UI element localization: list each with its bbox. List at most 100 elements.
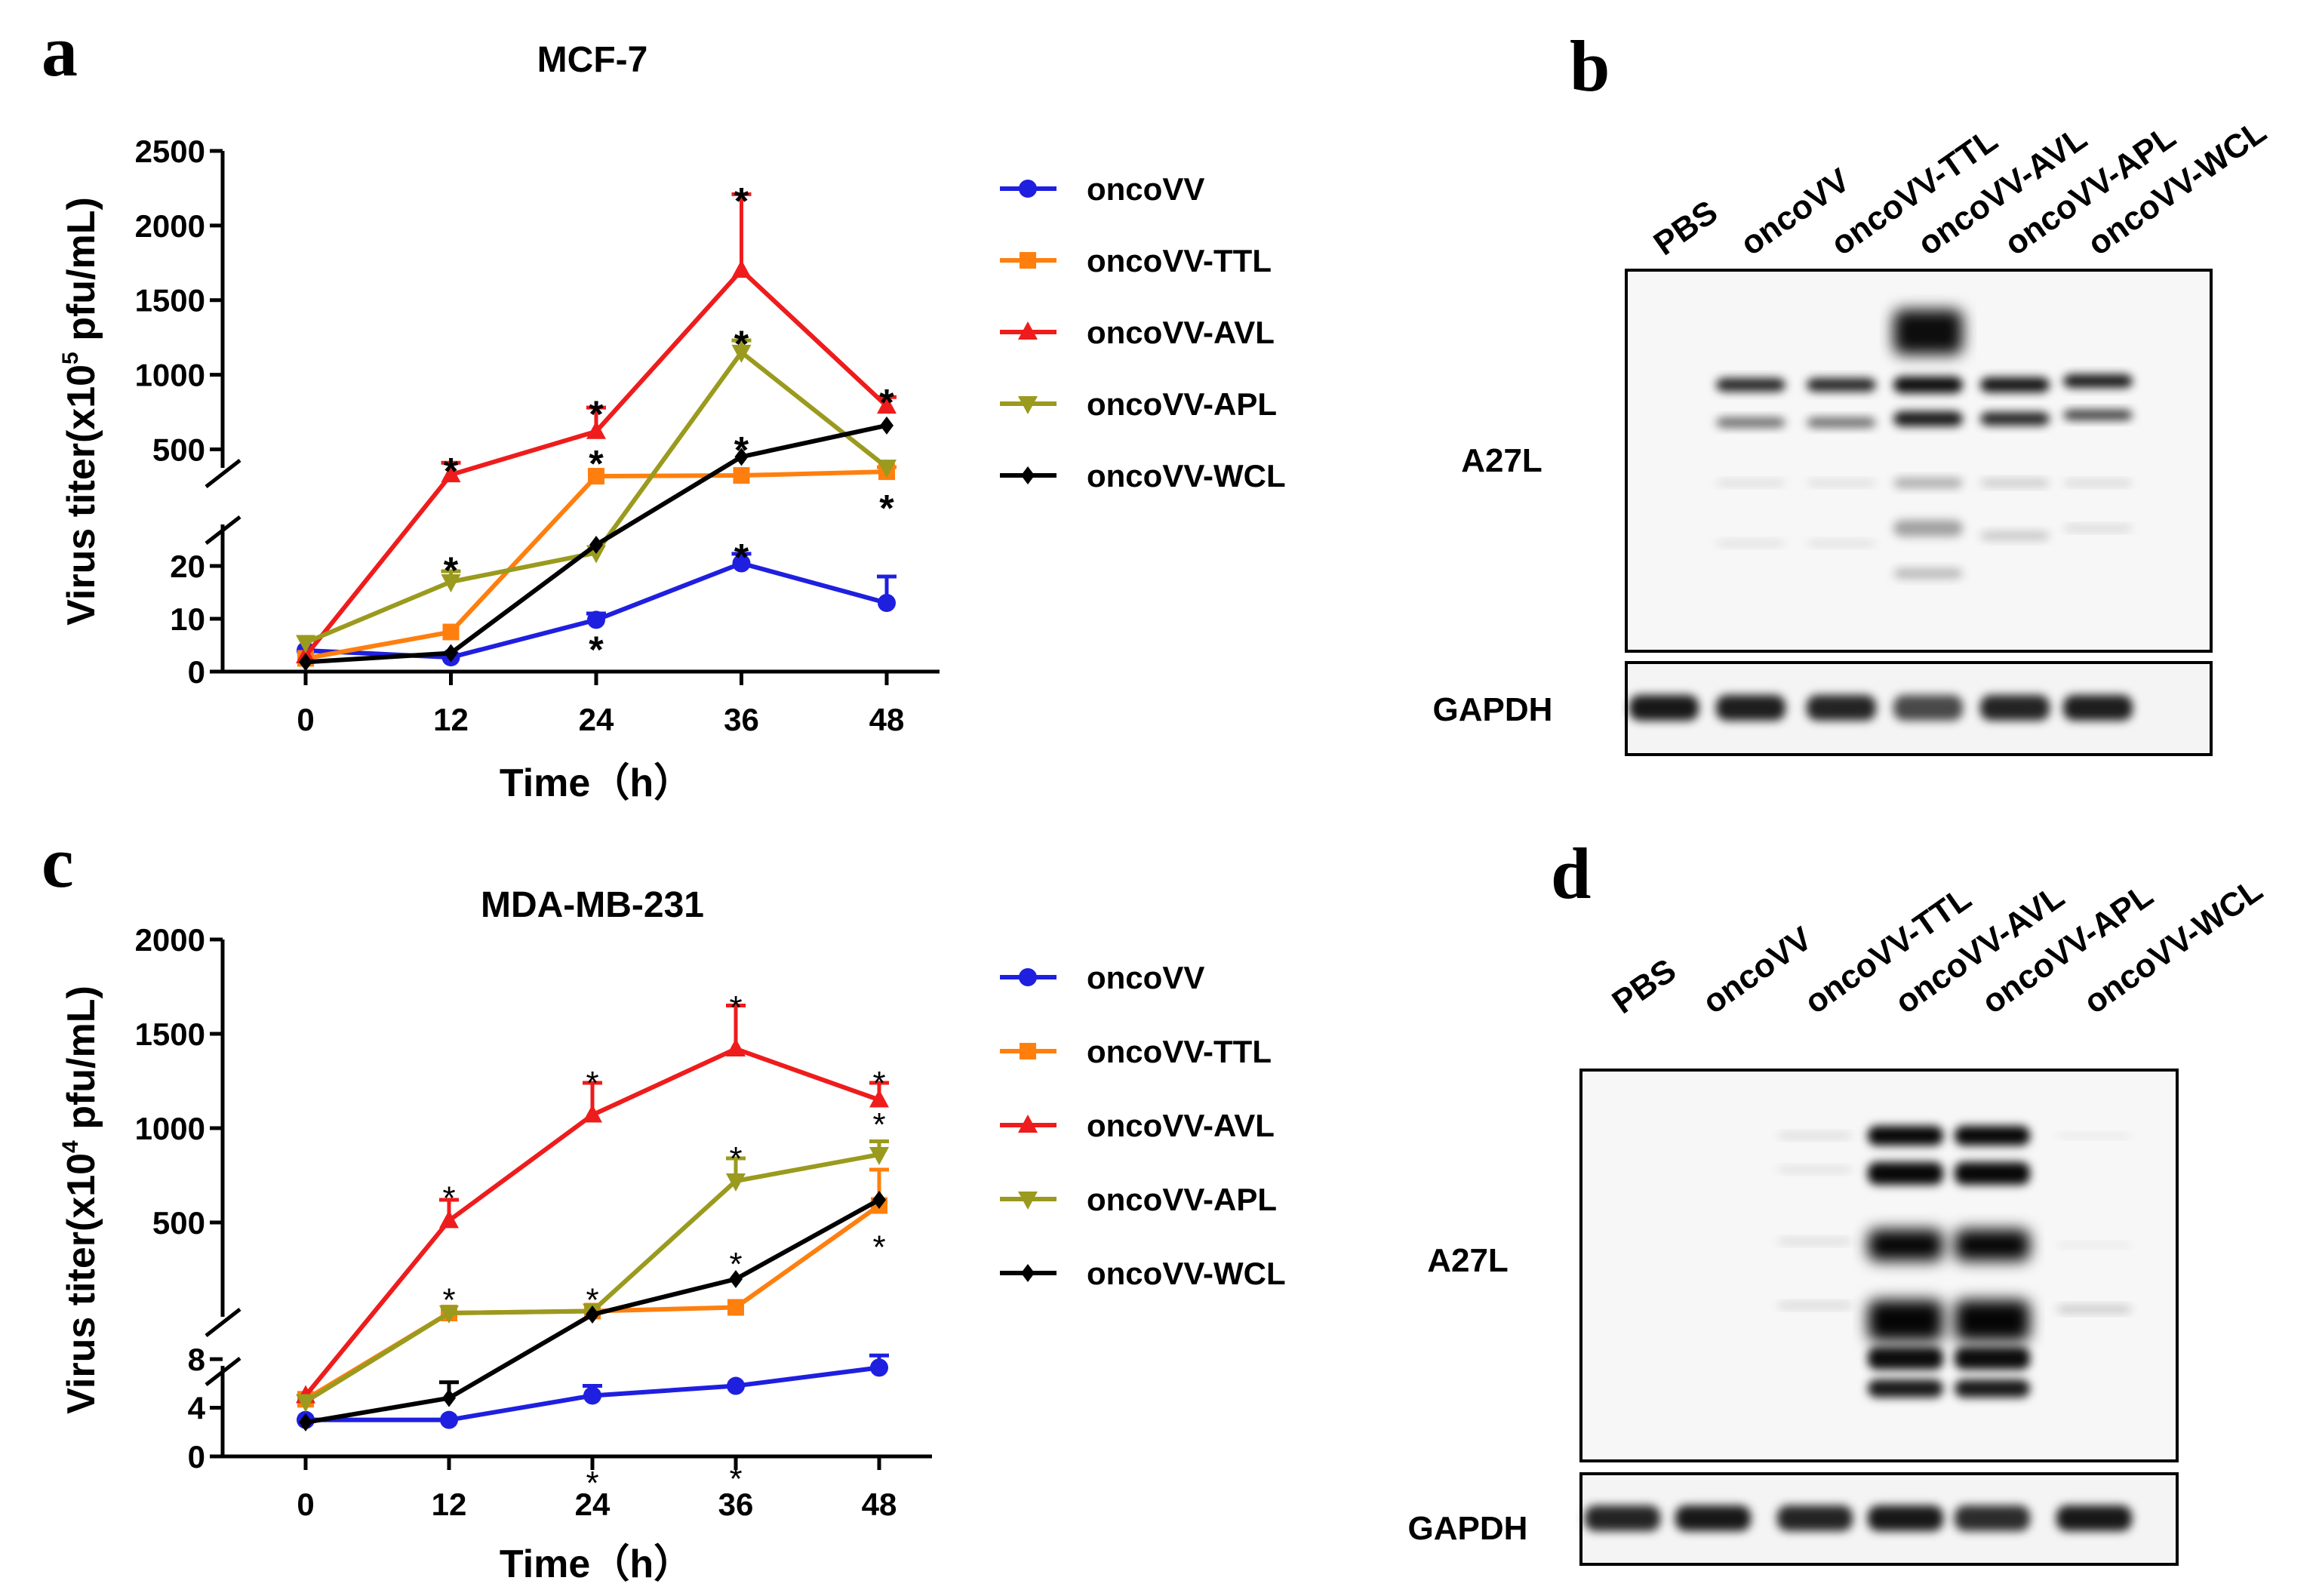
ticks: 0 10 20 500 1000 1500 2000 2500 0 12 24 36 48 (135, 134, 905, 737)
a27l-band (1868, 1299, 1943, 1342)
legend-swatch-marker (1020, 1043, 1036, 1059)
significance-star: * (589, 442, 604, 484)
significance-star: * (586, 1065, 598, 1102)
blot-row-label-gapdh: GAPDH (1408, 1510, 1528, 1547)
legend-swatch-marker (1018, 1115, 1038, 1133)
legend-swatch-marker (1021, 466, 1035, 484)
y-tick-label: 1000 (135, 358, 205, 393)
gapdh-band (1893, 695, 1963, 721)
y-axis-label: Virus titer(x105 pfu/mL) (58, 197, 103, 626)
a27l-band (1868, 1229, 1943, 1261)
blot-row-label-a27l: A27L (1427, 1242, 1509, 1279)
a27l-band (1955, 1347, 2030, 1370)
significance-star: * (589, 629, 604, 671)
significance-star: * (734, 429, 749, 472)
panel-letter-a: a (42, 11, 78, 91)
panel-letter-b: b (1570, 26, 1610, 106)
data-point (583, 1386, 601, 1405)
significance-star: * (729, 989, 742, 1026)
lane-label-pbs: PBS (1606, 952, 1683, 1021)
series-oncovv-apl (296, 1139, 889, 1413)
y-axis-label-exponent: 5 (58, 352, 83, 364)
series-oncovv-wcl (299, 416, 893, 672)
a27l-band (1955, 1299, 2030, 1342)
significance-star: * (872, 1065, 885, 1102)
y-tick-label: 1500 (135, 1016, 205, 1052)
significance-star: * (872, 1229, 885, 1266)
data-point (441, 574, 461, 592)
legend: oncoVV oncoVV-TTL oncoVV-AVL oncoVV-APL onco… (1000, 171, 1286, 494)
legend-label: oncoVV-AVL (1087, 315, 1275, 350)
a27l-band (2056, 1133, 2132, 1138)
data-point (726, 1038, 746, 1056)
data-point (729, 1270, 743, 1288)
y-axis-label-exponent: 4 (58, 1140, 83, 1153)
x-tick-label: 36 (718, 1487, 754, 1522)
data-point (869, 1089, 889, 1108)
a27l-band (1777, 1167, 1853, 1173)
gapdh-band (1675, 1505, 1751, 1531)
panel-letter-c: c (42, 822, 74, 903)
data-point (878, 594, 896, 612)
data-point (588, 468, 604, 485)
a27l-band (1868, 1379, 1943, 1398)
significance-star: * (444, 450, 459, 492)
a27l-band (1893, 411, 1963, 426)
a27l-band (2063, 480, 2133, 486)
data-point (734, 447, 749, 466)
a27l-band (1868, 1162, 1943, 1185)
axis-break-mark (205, 459, 241, 488)
significance-star: * (729, 1460, 742, 1497)
data-point (442, 1388, 456, 1407)
legend-swatch-marker (1018, 321, 1038, 340)
legend-swatch-marker (1021, 1264, 1035, 1282)
significance-star: * (444, 549, 459, 592)
x-tick-label: 36 (724, 702, 759, 737)
legend-item-oncovv-apl: oncoVV-APL (1000, 386, 1277, 422)
gapdh-band (1716, 695, 1785, 721)
a27l-band (1716, 540, 1785, 546)
a27l-band (2063, 410, 2133, 420)
chart-title: MCF-7 (537, 40, 648, 80)
gapdh-band (1980, 695, 2050, 721)
legend-item-oncovv-apl: oncoVV-APL (1000, 1182, 1277, 1217)
data-point (444, 644, 458, 663)
gapdh-band (1868, 1505, 1943, 1531)
a27l-band (1807, 378, 1876, 392)
legend-swatch-marker (1018, 396, 1038, 414)
data-point (296, 635, 315, 653)
a27l-band (1980, 412, 2050, 426)
y-tick-label: 2000 (135, 922, 205, 958)
legend-item-oncovv-ttl: oncoVV-TTL (1000, 1034, 1272, 1069)
chart-title: MDA-MB-231 (481, 885, 704, 925)
significance-star: * (879, 487, 894, 530)
a27l-band (1955, 1126, 2030, 1145)
data-point (296, 1394, 315, 1413)
series-oncovv-avl (296, 192, 897, 663)
x-tick-label: 12 (433, 702, 469, 737)
data-point (299, 1413, 312, 1431)
a27l-band (1716, 417, 1785, 428)
legend-label: oncoVV (1087, 960, 1204, 995)
a27l-band (1980, 377, 2050, 392)
legend-item-oncovv-wcl: oncoVV-WCL (1000, 1256, 1286, 1291)
gapdh-band (1585, 1505, 1660, 1531)
data-point (733, 467, 750, 484)
significance-star: * (589, 393, 604, 435)
axis-break-mark (205, 1357, 241, 1386)
western-blot-d: PBS oncoVVoncoVV-TTLoncoVV-AVLoncoVV-APLo… (1408, 872, 2269, 1566)
legend-label: oncoVV-WCL (1087, 1256, 1286, 1291)
legend-label: oncoVV-AVL (1087, 1108, 1275, 1143)
x-axis-label: Time（h） (500, 761, 693, 805)
a27l-band (1980, 531, 2050, 540)
a27l-band (2063, 374, 2133, 388)
data-point (583, 1104, 602, 1123)
a27l-band (1893, 568, 1963, 579)
series-line (304, 1152, 880, 1404)
y-tick-label: 500 (152, 432, 205, 467)
legend-swatch-marker (1018, 1192, 1038, 1210)
significance-star: * (734, 323, 749, 365)
legend-item-oncovv-avl: oncoVV-AVL (1000, 1108, 1275, 1143)
